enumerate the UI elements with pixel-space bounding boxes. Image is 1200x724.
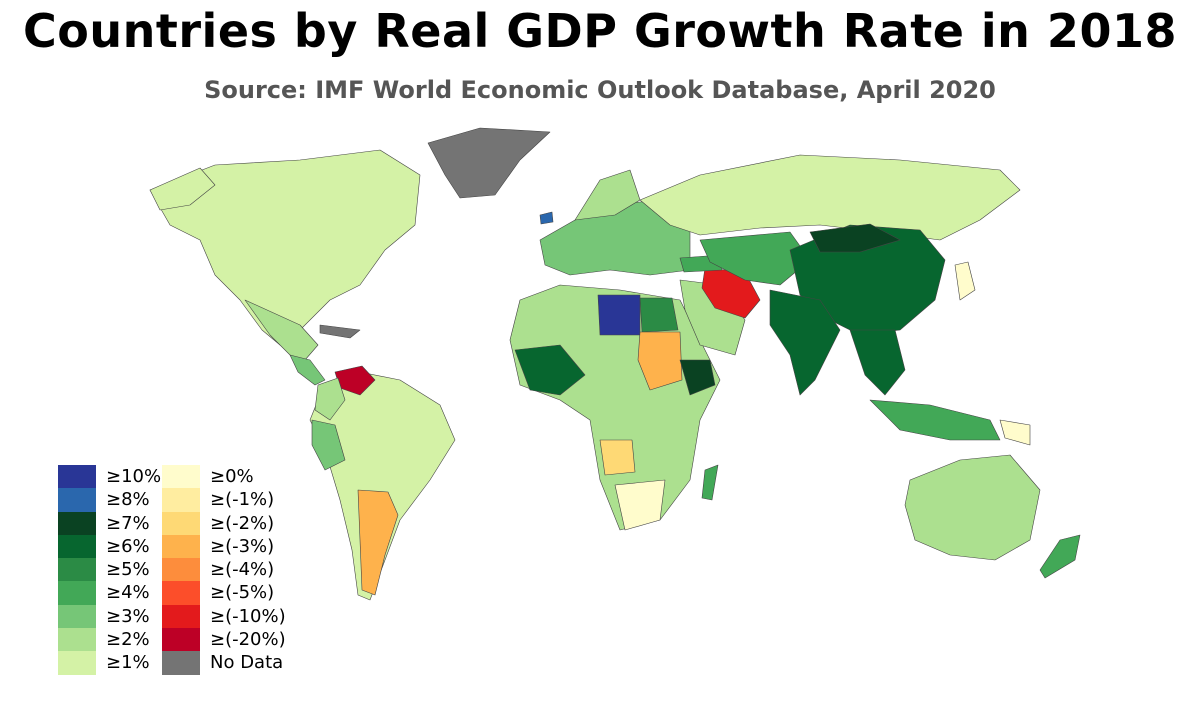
legend-swatch	[162, 558, 200, 582]
map-region-southeast-asia	[849, 329, 906, 396]
map-region-egypt	[639, 297, 679, 333]
legend-label: ≥(-20%)	[210, 629, 286, 651]
map-region-new-zealand	[1039, 534, 1081, 579]
legend-label: No Data	[210, 652, 284, 674]
legend-label: ≥6%	[106, 535, 150, 557]
legend-label: ≥(-10%)	[210, 605, 286, 627]
map-region-papua-new-guinea	[999, 419, 1031, 446]
map-region-ireland	[539, 211, 554, 225]
map-region-central-asia	[699, 231, 811, 286]
legend-swatch	[162, 651, 200, 675]
legend-label: ≥0%	[210, 466, 254, 487]
map-region-greenland	[427, 127, 551, 199]
map-region-peru	[311, 419, 346, 471]
map-region-north-america	[149, 149, 421, 346]
legend-swatch	[162, 465, 200, 489]
map-region-west-africa	[514, 344, 586, 396]
map-region-angola	[599, 439, 636, 476]
legend-swatch	[58, 465, 96, 489]
legend-label: ≥8%	[106, 489, 150, 511]
map-title: Countries by Real GDP Growth Rate in 201…	[23, 4, 1177, 58]
legend-label: ≥(-5%)	[210, 582, 275, 604]
legend-label: ≥10%	[106, 466, 162, 487]
legend-label: ≥(-2%)	[210, 512, 275, 534]
map-region-sudan	[637, 331, 683, 391]
map-region-india	[769, 289, 841, 396]
map-region-alaska	[149, 167, 216, 211]
map-region-japan	[954, 261, 976, 301]
map-region-russia	[639, 154, 1021, 241]
map-region-argentina	[357, 489, 399, 596]
legend-swatch	[58, 628, 96, 652]
legend-label: ≥1%	[106, 652, 150, 674]
map-region-australia	[904, 454, 1041, 561]
map-region-central-america	[289, 354, 326, 386]
legend-swatch	[58, 651, 96, 675]
legend-label: ≥7%	[106, 512, 150, 534]
legend-swatch	[162, 581, 200, 605]
legend-swatch	[58, 534, 96, 559]
legend-label: ≥(-3%)	[210, 535, 275, 557]
map-region-caribbean	[319, 324, 361, 339]
map-region-madagascar	[701, 464, 719, 501]
legend-swatch	[58, 604, 96, 629]
legend-swatch	[162, 628, 200, 652]
legend-swatch	[162, 604, 200, 629]
legend-label: ≥(-4%)	[210, 559, 275, 581]
legend-swatch	[58, 581, 96, 605]
map-region-south-africa	[614, 479, 666, 531]
legend-swatch	[162, 511, 200, 535]
legend-swatch	[58, 488, 96, 512]
legend-label: ≥5%	[106, 559, 150, 581]
legend-label: ≥2%	[106, 629, 150, 651]
legend-swatch	[58, 558, 96, 582]
legend-label: ≥4%	[106, 582, 150, 604]
legend-label: ≥3%	[106, 605, 150, 627]
map-region-indonesia	[869, 399, 1001, 441]
map-region-scandinavia	[574, 169, 641, 221]
legend-swatch	[58, 511, 96, 535]
map-region-ethiopia	[679, 359, 716, 396]
map-region-colombia	[314, 377, 346, 421]
map-region-mongolia	[809, 223, 901, 253]
legend-swatch	[162, 488, 200, 512]
map-region-libya	[597, 294, 641, 336]
map-subtitle: Source: IMF World Economic Outlook Datab…	[204, 76, 996, 104]
legend-label: ≥(-1%)	[210, 489, 275, 511]
legend-swatch	[162, 534, 200, 559]
